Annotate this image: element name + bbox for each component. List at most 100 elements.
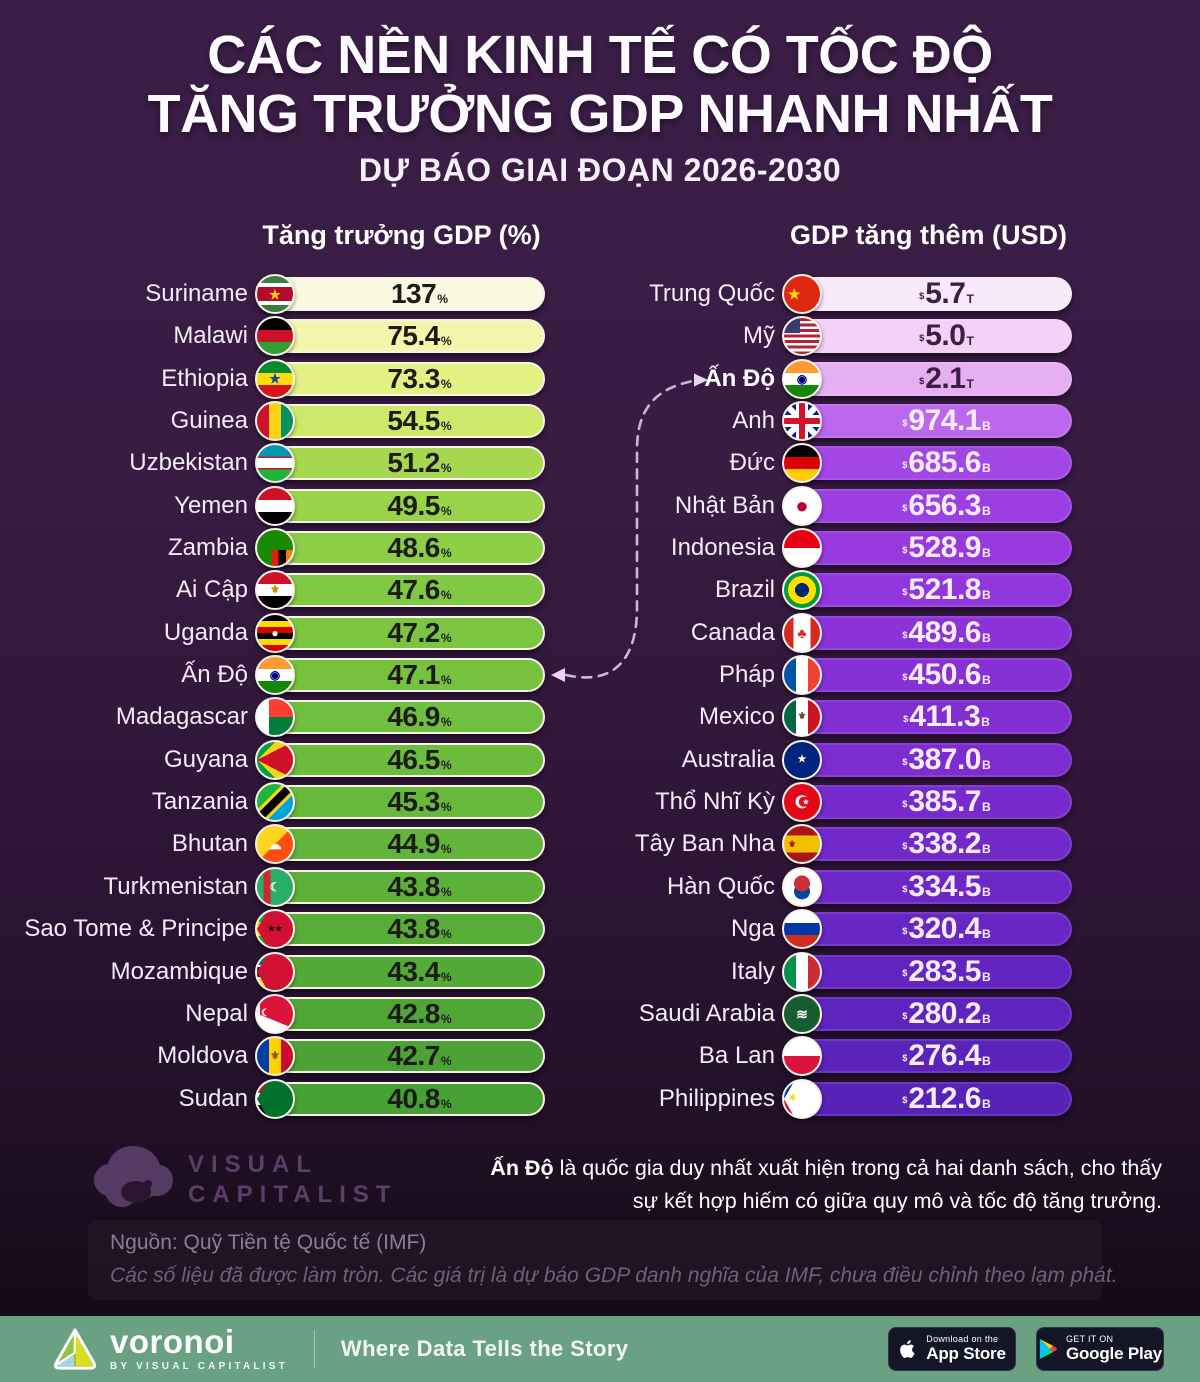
mexico-flag-icon: ⚜ [782,697,822,738]
title-line1: CÁC NỀN KINH TẾ CÓ TỐC ĐỘ [207,25,993,85]
country-label: Australia [681,745,775,773]
currency-symbol: $ [902,756,908,767]
india-flag-icon: ◉ [782,358,822,399]
flag-emblem-glyph: ♣ [797,624,807,641]
value-number: 338.2 [908,827,981,861]
row-turkmenistan: Turkmenistan 43.8% ☾ [0,866,545,907]
country-label: Indonesia [670,534,775,562]
value-pill: $320.4B [785,912,1072,947]
row-value: 46.9% [387,703,451,731]
uk-flag-icon [782,401,822,442]
value-unit: B [981,884,991,899]
row-value: $2.1T [919,363,974,394]
value-pill-box: 42.7% ⚜ [255,1036,545,1077]
row-brazil: Brazil $521.8B [400,570,1072,611]
flag-emblem-glyph: ★ [788,286,801,302]
value-pill: 54.5% [258,404,545,439]
row-mozambique: Mozambique 43.4% [0,951,545,992]
currency-symbol: $ [902,968,908,979]
row-value: 75.4% [387,322,451,350]
value-number: 47.6 [387,574,440,606]
value-pill-box: 49.5% [255,485,545,526]
country-label: Mexico [698,703,775,731]
row-value: $5.7T [919,279,974,309]
country-label: Uzbekistan [129,449,248,477]
title-line2: TĂNG TRƯỞNG GDP NHANH NHẤT [147,84,1053,145]
value-unit: % [440,334,452,349]
value-number: 42.7 [387,1040,440,1072]
value-pill-box: $283.5B [782,951,1072,992]
row-value: $974.1B [902,406,991,436]
value-pill-box: 42.8% ☾ [255,993,545,1034]
value-unit: B [981,927,991,942]
currency-symbol: $ [902,1053,908,1064]
country-label: Guyana [163,745,248,773]
value-number: 385.7 [908,785,981,819]
value-number: 43.8 [387,913,440,945]
row-ba-lan: Ba Lan $276.4B [400,1036,1072,1077]
value-unit: % [440,884,452,899]
country-label: Bhutan [171,830,248,858]
row-moldova: Moldova 42.7% ⚜ [0,1036,545,1077]
row-value: 48.6% [387,534,451,562]
row-italy: Italy $283.5B [400,951,1072,992]
google-play-badge[interactable]: GET IT ON Google Play [1036,1327,1164,1371]
apple-icon [900,1340,915,1358]
footer-bar: voronoi BY VISUAL CAPITALIST Where Data … [0,1316,1200,1382]
value-pill-box: $450.6B [782,655,1072,696]
row-value: $338.2B [902,829,991,859]
brazil-flag-icon [782,570,822,611]
value-pill: $283.5B [785,954,1072,989]
country-label: Pháp [718,661,775,689]
currency-symbol: $ [919,333,925,344]
row-value: 47.2% [387,618,451,647]
japan-flag-icon: ● [782,485,822,526]
row-ai-cap: Ai Cập 47.6% ⚜ [0,570,545,611]
app-store-badge[interactable]: Download on the App Store [888,1327,1016,1371]
value-pill: $338.2B [785,827,1072,862]
value-pill: 48.6% [258,531,545,566]
italy-flag-icon [782,951,822,992]
value-pill: $276.4B [785,1039,1072,1074]
value-pill: $212.6B [785,1081,1072,1116]
row-philippines: Philippines $212.6B ☀ [400,1078,1072,1119]
country-label: Nga [730,915,775,943]
voronoi-byline: BY VISUAL CAPITALIST [110,1360,288,1372]
value-unit: % [440,461,452,476]
country-label: Madagascar [115,703,248,731]
moldova-flag-icon: ⚜ [255,1036,295,1077]
row-an-do: Ấn Độ $2.1T ◉ [400,358,1072,399]
france-flag-icon [782,655,822,696]
value-number: 5.7 [925,277,966,310]
value-unit: % [440,1096,452,1111]
currency-symbol: $ [902,883,908,894]
madagascar-flag-icon [255,697,295,738]
currency-symbol: $ [902,1010,908,1021]
country-label: Trung Quốc [649,280,775,307]
egypt-flag-icon: ⚜ [255,570,295,611]
row-value: $489.6B [902,617,991,648]
visual-capitalist-logo: VISUAL CAPITALIST [92,1142,398,1218]
value-number: 656.3 [908,488,981,522]
value-pill: 137% [258,277,545,311]
flag-emblem-glyph: ◉ [269,668,281,683]
value-unit: B [981,715,990,730]
google-play-line1: GET IT ON [1065,1334,1114,1345]
value-unit: B [981,1096,991,1111]
page-title: CÁC NỀN KINH TẾ CÓ TỐC ĐỘ TĂNG TRƯỞNG GD… [0,25,1200,145]
voronoi-logo: voronoi BY VISUAL CAPITALIST [52,1325,288,1372]
value-number: 411.3 [909,700,981,734]
row-value: 40.8% [387,1082,452,1114]
subtitle: DỰ BÁO GIAI ĐOẠN 2026-2030 [358,152,842,188]
currency-symbol: $ [902,502,908,513]
value-number: 685.6 [908,446,981,480]
value-number: 40.8 [387,1082,440,1114]
country-label: Suriname [145,280,248,307]
row-nga: Nga $320.4B [400,909,1072,950]
value-pill-box: $276.4B [782,1036,1072,1077]
value-unit: % [440,969,452,984]
value-pill-box: 51.2% [255,443,545,484]
turkey-flag-icon: ☪ [782,782,822,823]
uganda-flag-icon: ● [255,612,295,653]
